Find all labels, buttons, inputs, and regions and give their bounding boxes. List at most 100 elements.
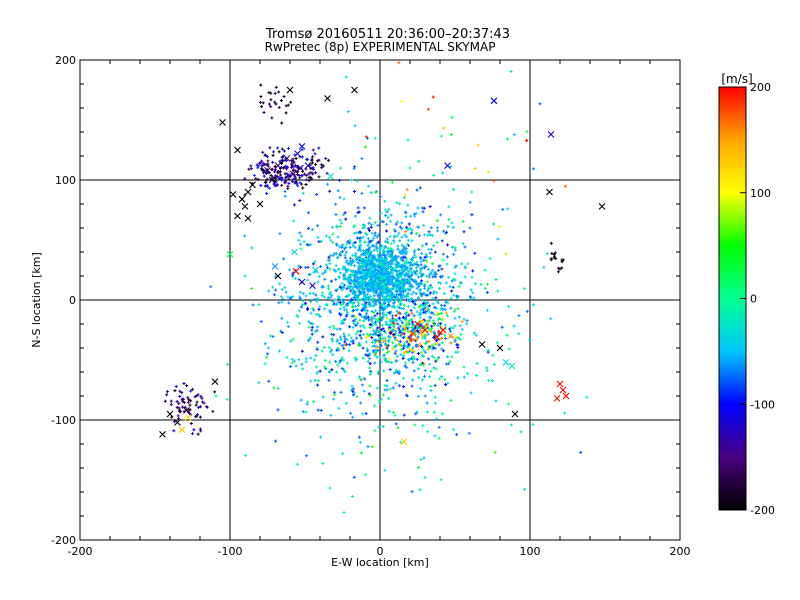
dot-marker [386, 344, 390, 348]
dot-marker [438, 377, 442, 381]
dot-marker [360, 191, 364, 195]
dot-marker [553, 251, 557, 255]
dot-marker [433, 250, 437, 254]
dot-marker [299, 305, 303, 309]
cross-marker [409, 330, 417, 337]
dot-marker [394, 338, 398, 342]
dot-marker [419, 279, 423, 283]
dot-marker [182, 382, 186, 386]
dot-marker [328, 360, 332, 364]
dot-marker [450, 221, 454, 225]
dot-marker [380, 253, 384, 257]
dot-marker [343, 283, 347, 287]
dot-marker [366, 244, 370, 248]
dot-marker [373, 221, 377, 225]
dot-marker [308, 291, 312, 295]
dot-marker [414, 211, 418, 215]
dot-marker [454, 248, 458, 252]
dot-marker [446, 243, 450, 247]
dot-marker [353, 240, 357, 244]
y-tick-label: -200 [51, 534, 76, 547]
dot-marker [249, 164, 253, 168]
dot-marker [378, 340, 382, 344]
dot-marker [350, 269, 354, 273]
dot-marker [453, 316, 457, 320]
dot-marker [403, 364, 407, 368]
dot-marker [338, 225, 342, 229]
cross-marker [447, 332, 454, 340]
cross-marker [166, 410, 174, 418]
dot-marker [359, 401, 363, 405]
dot-marker [387, 397, 391, 401]
dot-marker [340, 244, 344, 248]
dot-marker [391, 386, 395, 390]
dot-marker [270, 116, 274, 120]
dot-marker [370, 324, 374, 328]
dot-marker [277, 176, 281, 180]
dot-marker [342, 197, 346, 201]
dot-marker [343, 247, 347, 251]
dot-marker [356, 330, 360, 334]
cross-marker [414, 320, 421, 328]
dot-marker [374, 309, 378, 313]
dot-marker [186, 400, 190, 404]
dot-marker [404, 215, 408, 219]
dot-marker [370, 264, 374, 268]
dot-marker [369, 303, 373, 307]
dot-marker [373, 267, 377, 271]
dot-marker [331, 240, 335, 244]
dot-marker [397, 231, 401, 235]
dot-marker [277, 301, 281, 305]
dot-marker [415, 282, 419, 286]
dot-marker [390, 328, 394, 332]
dot-marker [336, 235, 340, 239]
dot-marker [388, 368, 392, 372]
dot-marker [402, 273, 406, 277]
dot-marker [361, 291, 365, 295]
dot-marker [395, 322, 399, 326]
dot-marker [377, 283, 381, 287]
dot-marker [377, 329, 381, 333]
dot-marker [433, 306, 437, 310]
dot-marker [430, 324, 434, 328]
dot-marker [319, 435, 323, 439]
dot-marker [395, 354, 399, 358]
dot-marker [334, 269, 338, 273]
dot-marker [400, 329, 404, 333]
dot-marker [266, 352, 270, 356]
dot-marker [419, 329, 423, 333]
dot-marker [297, 238, 301, 242]
dot-marker [382, 300, 386, 304]
dot-marker [446, 381, 450, 385]
dot-marker [386, 251, 390, 255]
dot-marker [361, 356, 365, 360]
dot-marker [297, 309, 301, 313]
dot-marker [374, 281, 378, 285]
dot-marker [392, 304, 396, 308]
dot-marker [390, 305, 394, 309]
dot-marker [199, 394, 203, 398]
dot-marker [404, 259, 408, 263]
dot-marker [284, 111, 288, 115]
dot-marker [289, 100, 293, 104]
dot-marker [338, 327, 342, 331]
dot-marker [310, 325, 314, 329]
dot-marker [365, 136, 369, 140]
dot-marker [423, 283, 427, 287]
dot-marker [299, 234, 303, 238]
dot-marker [342, 332, 346, 336]
dot-marker [370, 261, 374, 265]
dot-marker [363, 305, 367, 309]
dot-marker [358, 257, 362, 261]
dot-marker [410, 231, 414, 235]
dot-marker [409, 296, 413, 300]
dot-marker [490, 379, 494, 383]
dot-marker [440, 347, 444, 351]
dot-marker [317, 275, 321, 279]
dot-marker [290, 361, 294, 365]
colorbar-tick-label: 200 [750, 81, 771, 94]
dot-marker [379, 219, 383, 223]
dot-marker [424, 253, 428, 257]
dot-marker [427, 275, 431, 279]
dot-marker [366, 271, 370, 275]
